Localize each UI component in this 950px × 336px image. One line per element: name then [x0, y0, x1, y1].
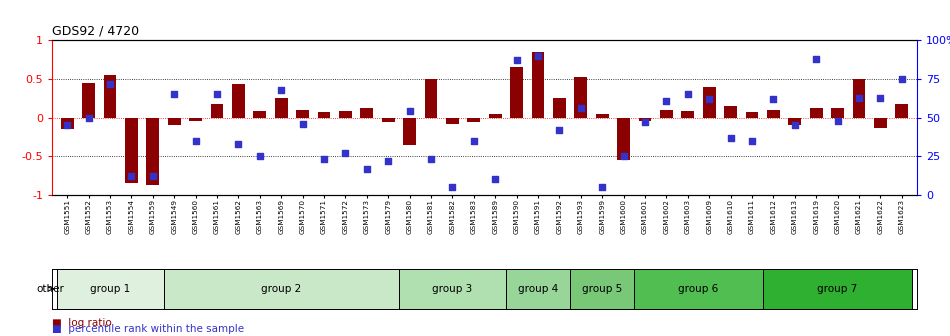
Bar: [83, 83, 95, 118]
Point: [381, 158, 396, 164]
Point: [658, 98, 674, 103]
Point: [231, 141, 246, 146]
Point: [616, 154, 631, 159]
Bar: [61, 118, 74, 129]
Text: ■  log ratio: ■ log ratio: [52, 318, 112, 328]
Text: group 1: group 1: [90, 284, 130, 294]
Point: [487, 177, 503, 182]
Text: GDS92 / 4720: GDS92 / 4720: [52, 25, 140, 38]
Point: [830, 118, 846, 123]
Point: [766, 96, 781, 102]
Point: [745, 138, 760, 143]
Point: [702, 96, 717, 102]
Bar: [399, 269, 506, 309]
Point: [338, 151, 353, 156]
Bar: [831, 108, 844, 118]
Bar: [532, 52, 544, 118]
Point: [637, 120, 653, 125]
Point: [445, 184, 460, 190]
Bar: [189, 118, 202, 122]
Point: [808, 56, 824, 61]
Text: group 3: group 3: [432, 284, 472, 294]
Text: group 7: group 7: [817, 284, 858, 294]
Point: [552, 127, 567, 133]
Point: [788, 123, 803, 128]
Text: group 6: group 6: [678, 284, 718, 294]
Bar: [596, 114, 609, 118]
Bar: [724, 106, 737, 118]
Bar: [852, 79, 865, 118]
Bar: [553, 98, 566, 118]
Point: [680, 92, 695, 97]
Bar: [767, 110, 780, 118]
Text: ■  percentile rank within the sample: ■ percentile rank within the sample: [52, 324, 244, 334]
Point: [595, 184, 610, 190]
Bar: [275, 98, 288, 118]
Point: [530, 53, 545, 58]
Point: [124, 174, 139, 179]
Bar: [360, 108, 373, 118]
Point: [851, 95, 866, 100]
Bar: [635, 269, 763, 309]
Point: [359, 166, 374, 171]
Bar: [681, 112, 694, 118]
Point: [188, 138, 203, 143]
Bar: [570, 269, 635, 309]
Point: [402, 109, 417, 114]
Bar: [403, 118, 416, 145]
Bar: [874, 118, 886, 128]
Bar: [506, 269, 570, 309]
Bar: [618, 118, 630, 160]
Bar: [168, 118, 180, 125]
Point: [274, 87, 289, 92]
Point: [209, 92, 224, 97]
Text: group 2: group 2: [261, 284, 301, 294]
Bar: [104, 75, 117, 118]
Point: [316, 157, 332, 162]
Bar: [763, 269, 912, 309]
Point: [295, 121, 311, 126]
Point: [60, 123, 75, 128]
Bar: [467, 118, 480, 122]
Point: [103, 81, 118, 86]
Bar: [446, 118, 459, 124]
Bar: [746, 112, 758, 118]
Point: [81, 115, 96, 120]
Text: group 4: group 4: [518, 284, 558, 294]
Bar: [703, 87, 715, 118]
Point: [166, 92, 181, 97]
Bar: [638, 118, 652, 122]
Point: [252, 154, 267, 159]
Bar: [382, 118, 394, 122]
Text: other: other: [37, 284, 65, 294]
Bar: [211, 104, 223, 118]
Bar: [575, 77, 587, 118]
Bar: [317, 112, 331, 118]
Bar: [296, 110, 309, 118]
Bar: [809, 108, 823, 118]
Bar: [163, 269, 399, 309]
Bar: [510, 68, 523, 118]
Point: [145, 174, 161, 179]
Bar: [895, 104, 908, 118]
Bar: [660, 110, 673, 118]
Bar: [57, 269, 163, 309]
Text: group 5: group 5: [582, 284, 622, 294]
Bar: [788, 118, 801, 125]
Point: [509, 58, 524, 63]
Point: [873, 95, 888, 100]
Point: [466, 138, 482, 143]
Bar: [125, 118, 138, 183]
Bar: [254, 112, 266, 118]
Point: [573, 106, 588, 111]
Point: [894, 76, 909, 82]
Point: [723, 135, 738, 140]
Bar: [232, 84, 245, 118]
Bar: [339, 112, 352, 118]
Bar: [489, 114, 502, 118]
Bar: [425, 79, 437, 118]
Point: [424, 157, 439, 162]
Bar: [146, 118, 160, 185]
